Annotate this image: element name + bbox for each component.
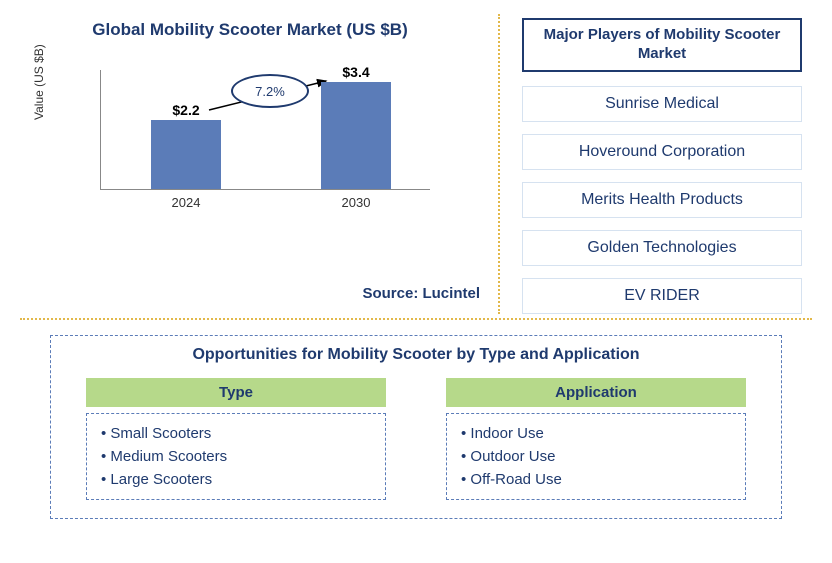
chart-x-category: 2030 — [321, 195, 391, 210]
opportunity-list: Indoor UseOutdoor UseOff-Road Use — [446, 413, 746, 500]
chart-bar — [321, 82, 391, 189]
player-box: Golden Technologies — [522, 230, 802, 266]
player-box: Sunrise Medical — [522, 86, 802, 122]
chart-bar — [151, 120, 221, 189]
opportunity-heading: Type — [86, 378, 386, 407]
player-box: Hoveround Corporation — [522, 134, 802, 170]
chart-bar-value: $3.4 — [321, 64, 391, 80]
players-column: Major Players of Mobility Scooter Market… — [522, 18, 802, 326]
bar-chart: Value (US $B) 7.2% $2.22024$3.42030 — [60, 70, 460, 230]
chart-x-category: 2024 — [151, 195, 221, 210]
opportunity-item: Medium Scooters — [101, 445, 371, 468]
opportunities-panel: Opportunities for Mobility Scooter by Ty… — [50, 335, 782, 519]
chart-bar-value: $2.2 — [151, 102, 221, 118]
vertical-divider — [498, 14, 500, 314]
opportunity-item: Small Scooters — [101, 422, 371, 445]
chart-title: Global Mobility Scooter Market (US $B) — [40, 20, 460, 40]
growth-rate-value: 7.2% — [255, 84, 285, 99]
opportunities-columns: Type Small ScootersMedium ScootersLarge S… — [67, 378, 765, 500]
source-attribution: Source: Lucintel — [40, 285, 480, 302]
opportunities-title: Opportunities for Mobility Scooter by Ty… — [67, 346, 765, 364]
opportunity-list: Small ScootersMedium ScootersLarge Scoot… — [86, 413, 386, 500]
opportunity-item: Large Scooters — [101, 468, 371, 491]
chart-ylabel: Value (US $B) — [32, 44, 46, 120]
opportunity-item: Outdoor Use — [461, 445, 731, 468]
opportunity-heading: Application — [446, 378, 746, 407]
opportunity-item: Indoor Use — [461, 422, 731, 445]
infographic-root: { "chart": { "type": "bar", "title": "Gl… — [0, 0, 832, 563]
opportunity-column: Application Indoor UseOutdoor UseOff-Road… — [446, 378, 746, 500]
players-header: Major Players of Mobility Scooter Market — [522, 18, 802, 72]
opportunity-column: Type Small ScootersMedium ScootersLarge S… — [86, 378, 386, 500]
opportunity-item: Off-Road Use — [461, 468, 731, 491]
growth-rate-badge: 7.2% — [231, 74, 309, 108]
chart-plot: 7.2% $2.22024$3.42030 — [100, 70, 430, 190]
player-box: Merits Health Products — [522, 182, 802, 218]
player-box: EV RIDER — [522, 278, 802, 314]
horizontal-divider — [20, 318, 812, 320]
